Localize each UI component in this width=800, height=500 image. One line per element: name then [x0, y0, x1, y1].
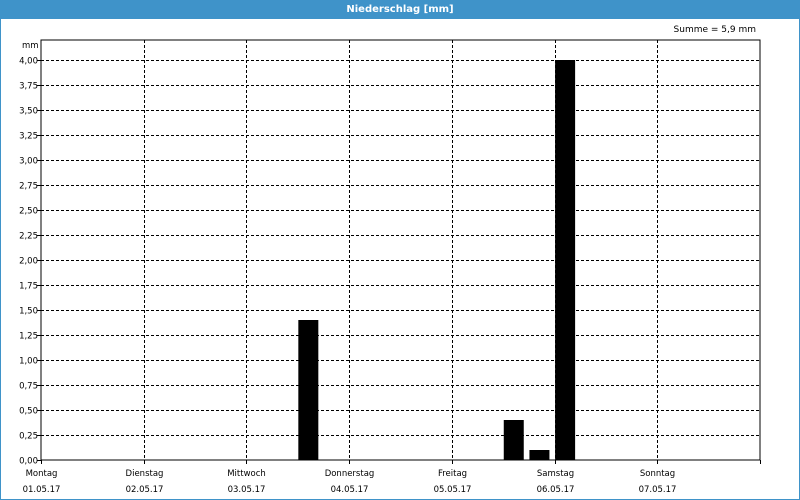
- y-tick-label: 1,25: [19, 332, 38, 342]
- y-tick-label: 1,00: [19, 357, 38, 367]
- precipitation-bar: [555, 60, 576, 460]
- x-date-label: 05.05.17: [434, 485, 472, 495]
- y-tick-label: 4,00: [19, 57, 38, 67]
- y-tick-label: 2,75: [19, 182, 38, 192]
- y-tick-label: 1,50: [19, 307, 38, 317]
- y-axis-label: mm: [22, 41, 39, 51]
- x-date-label: 03.05.17: [228, 485, 266, 495]
- x-day-label: Samstag: [537, 469, 574, 479]
- plot-area: [40, 39, 761, 461]
- x-day-label: Dienstag: [126, 469, 164, 479]
- y-tick-label: 0,75: [19, 382, 38, 392]
- y-tick-label: 3,25: [19, 132, 38, 142]
- y-tick-label: 1,75: [19, 282, 38, 292]
- precipitation-bar: [503, 420, 524, 460]
- x-day-label: Freitag: [438, 469, 467, 479]
- x-date-label: 06.05.17: [537, 485, 575, 495]
- x-day-label: Montag: [26, 469, 58, 479]
- y-tick-label: 2,00: [19, 257, 38, 267]
- x-date-label: 04.05.17: [331, 485, 369, 495]
- x-day-label: Donnerstag: [325, 469, 375, 479]
- y-tick-label: 0,25: [19, 432, 38, 442]
- y-tick-label: 3,50: [19, 107, 38, 117]
- x-day-label: Mittwoch: [227, 469, 266, 479]
- precipitation-bar: [298, 320, 319, 460]
- y-tick-label: 3,75: [19, 82, 38, 92]
- y-tick-label: 2,50: [19, 207, 38, 217]
- y-tick-label: 2,25: [19, 232, 38, 242]
- y-tick-label: 0,00: [19, 457, 38, 467]
- x-date-label: 02.05.17: [126, 485, 164, 495]
- precipitation-bar: [529, 450, 550, 460]
- y-tick-label: 0,50: [19, 407, 38, 417]
- summary-total: Summe = 5,9 mm: [673, 25, 756, 35]
- x-date-label: 01.05.17: [23, 485, 61, 495]
- y-tick-label: 3,00: [19, 157, 38, 167]
- chart-title: Niederschlag [mm]: [0, 0, 800, 19]
- x-day-label: Sonntag: [640, 469, 675, 479]
- x-date-label: 07.05.17: [639, 485, 677, 495]
